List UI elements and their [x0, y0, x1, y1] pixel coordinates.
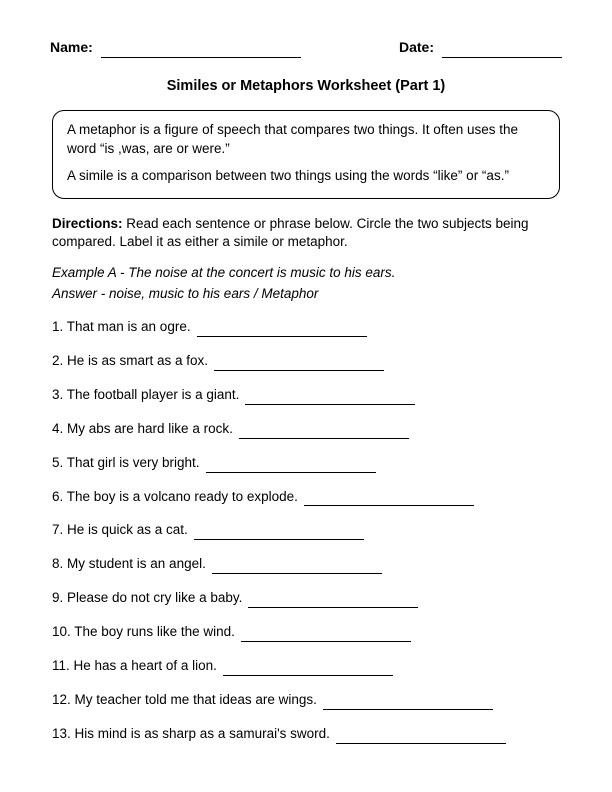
answer-blank[interactable]: [214, 358, 384, 371]
question-item: 13. His mind is as sharp as a samurai's …: [52, 725, 560, 744]
answer-blank[interactable]: [241, 629, 411, 642]
question-item: 10. The boy runs like the wind.: [52, 623, 560, 642]
question-text: 13. His mind is as sharp as a samurai's …: [52, 725, 336, 744]
answer-blank[interactable]: [194, 527, 364, 540]
answer-blank[interactable]: [212, 561, 382, 574]
question-text: 8. My student is an angel.: [52, 555, 212, 574]
question-item: 2. He is as smart as a fox.: [52, 352, 560, 371]
name-label: Name:: [50, 38, 93, 58]
question-text: 5. That girl is very bright.: [52, 454, 206, 473]
question-item: 12. My teacher told me that ideas are wi…: [52, 691, 560, 710]
question-item: 7. He is quick as a cat.: [52, 521, 560, 540]
question-item: 8. My student is an angel.: [52, 555, 560, 574]
worksheet-title: Similes or Metaphors Worksheet (Part 1): [50, 76, 562, 96]
date-label: Date:: [399, 38, 434, 58]
answer-line: Answer - noise, music to his ears / Meta…: [52, 285, 560, 304]
answer-blank[interactable]: [223, 663, 393, 676]
answer-blank[interactable]: [336, 731, 506, 744]
answer-blank[interactable]: [197, 324, 367, 337]
directions: Directions: Read each sentence or phrase…: [52, 215, 560, 253]
answer-blank[interactable]: [239, 426, 409, 439]
question-text: 2. He is as smart as a fox.: [52, 352, 214, 371]
question-text: 3. The football player is a giant.: [52, 386, 245, 405]
question-item: 9. Please do not cry like a baby.: [52, 589, 560, 608]
directions-label: Directions:: [52, 216, 123, 231]
question-text: 1. That man is an ogre.: [52, 318, 197, 337]
question-item: 6. The boy is a volcano ready to explode…: [52, 488, 560, 507]
question-text: 7. He is quick as a cat.: [52, 521, 194, 540]
simile-definition: A simile is a comparison between two thi…: [67, 167, 545, 186]
date-blank[interactable]: [442, 44, 562, 58]
question-text: 6. The boy is a volcano ready to explode…: [52, 488, 304, 507]
definition-box: A metaphor is a figure of speech that co…: [52, 110, 560, 199]
question-text: 4. My abs are hard like a rock.: [52, 420, 239, 439]
question-text: 12. My teacher told me that ideas are wi…: [52, 691, 323, 710]
question-text: 10. The boy runs like the wind.: [52, 623, 241, 642]
question-item: 5. That girl is very bright.: [52, 454, 560, 473]
question-text: 9. Please do not cry like a baby.: [52, 589, 248, 608]
question-item: 11. He has a heart of a lion.: [52, 657, 560, 676]
questions-list: 1. That man is an ogre. 2. He is as smar…: [52, 318, 560, 744]
question-item: 4. My abs are hard like a rock.: [52, 420, 560, 439]
question-item: 3. The football player is a giant.: [52, 386, 560, 405]
name-blank[interactable]: [101, 44, 301, 58]
answer-blank[interactable]: [248, 595, 418, 608]
header-row: Name: Date:: [50, 38, 562, 58]
answer-blank[interactable]: [245, 392, 415, 405]
answer-blank[interactable]: [206, 460, 376, 473]
answer-blank[interactable]: [304, 493, 474, 506]
metaphor-definition: A metaphor is a figure of speech that co…: [67, 121, 545, 159]
directions-text: Read each sentence or phrase below. Circ…: [52, 216, 529, 250]
question-text: 11. He has a heart of a lion.: [52, 657, 223, 676]
example-line: Example A - The noise at the concert is …: [52, 264, 560, 283]
question-item: 1. That man is an ogre.: [52, 318, 560, 337]
answer-blank[interactable]: [323, 697, 493, 710]
